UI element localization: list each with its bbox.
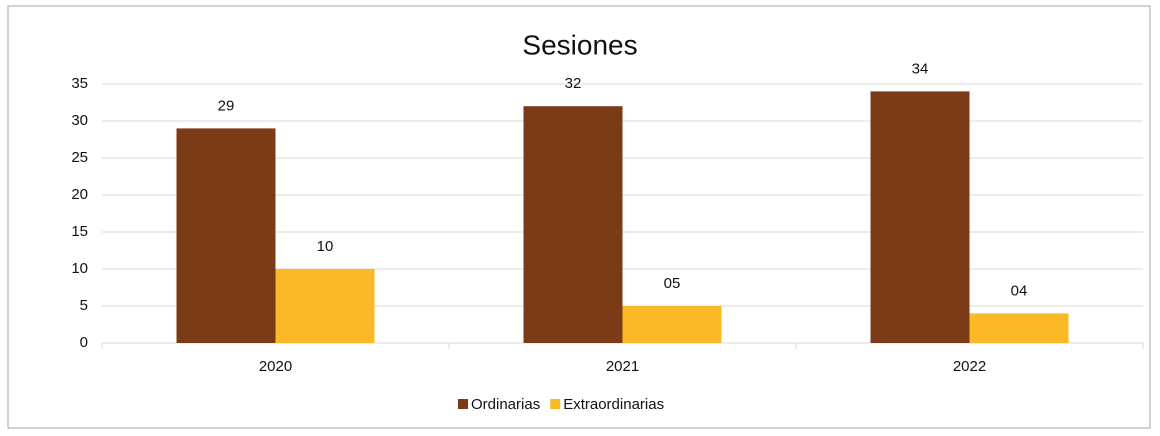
x-tick-label: 2021 xyxy=(606,358,639,375)
legend-swatch xyxy=(458,399,468,409)
y-tick-label: 20 xyxy=(71,186,88,203)
bar xyxy=(870,91,970,344)
data-label: 34 xyxy=(912,60,929,77)
y-tick-label: 25 xyxy=(71,149,88,166)
bar xyxy=(622,306,722,343)
data-label: 10 xyxy=(317,238,334,255)
bar xyxy=(523,106,623,343)
bar xyxy=(275,269,375,343)
y-tick-label: 0 xyxy=(80,334,88,351)
y-tick-label: 5 xyxy=(80,297,88,314)
legend-label: Extraordinarias xyxy=(563,396,664,413)
y-tick-label: 10 xyxy=(71,260,88,277)
bar xyxy=(176,128,276,343)
chart-title: Sesiones xyxy=(522,29,637,60)
legend-label: Ordinarias xyxy=(471,396,540,413)
y-tick-label: 15 xyxy=(71,223,88,240)
x-tick-label: 2020 xyxy=(259,358,292,375)
data-label: 05 xyxy=(664,275,681,292)
y-tick-label: 30 xyxy=(71,112,88,129)
data-label: 29 xyxy=(218,97,235,114)
x-tick-label: 2022 xyxy=(953,358,986,375)
data-label: 04 xyxy=(1011,282,1028,299)
y-tick-label: 35 xyxy=(71,75,88,92)
legend-swatch xyxy=(550,399,561,409)
bar xyxy=(969,313,1069,343)
data-label: 32 xyxy=(565,75,582,92)
